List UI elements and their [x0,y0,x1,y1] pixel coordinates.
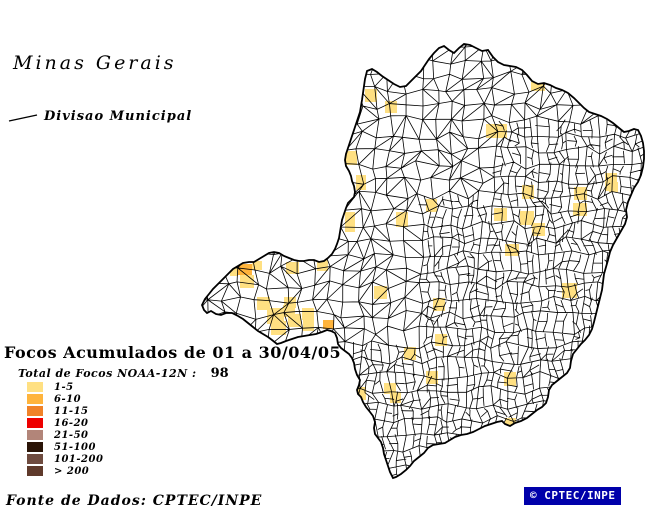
fire-cell [356,175,366,190]
legend-range-label: 11-15 [54,405,89,417]
fire-cell [302,308,314,320]
fire-cell [384,383,396,394]
legend-range-label: > 200 [54,465,90,477]
legend-row: > 200 [27,465,103,477]
legend-swatch [27,394,43,404]
fire-cell [374,286,387,299]
legend-row: 51-100 [27,441,103,453]
legend-range-label: 51-100 [54,441,96,453]
legend-total-count: 98 [210,366,229,381]
fire-cell [230,266,238,276]
fire-cell [303,320,314,331]
fire-cell [522,185,534,199]
legend-range-label: 16-20 [54,417,89,429]
fire-cell [345,151,357,165]
divisao-municipal-label: Divisao Municipal [44,109,193,124]
fire-cell [240,275,254,288]
legend-swatch [27,466,43,476]
legend-range-label: 101-200 [54,453,104,465]
fire-cell [317,260,328,271]
legend-row: 1-5 [27,381,103,393]
fire-cell [252,261,262,270]
fire-cell [271,321,286,335]
fire-cell [390,392,401,403]
legend-title: Total de Focos NOAA-12N : [18,367,197,380]
cptec-inpe-copyright-badge: © CPTEC/INPE [524,487,622,505]
fire-cell [531,82,545,91]
fire-cell [505,418,516,429]
legend-swatch [27,430,43,440]
fire-cell [345,212,355,232]
legend-header: Total de Focos NOAA-12N : 98 [18,366,229,381]
fire-cell [573,203,587,216]
focos-acumulados-title: Focos Acumulados de 01 a 30/04/05 [4,343,342,362]
legend-row: 11-15 [27,405,103,417]
fire-cell [504,372,516,386]
legend-row: 6-10 [27,393,103,405]
fire-cell [426,199,437,212]
legend-swatch [27,382,43,392]
fire-cell [286,262,299,274]
legend: 1-5 6-10 11-15 16-20 21-50 51-100 101-200 > 200 [27,381,103,477]
fire-cell [238,264,252,275]
data-source-label: Fonte de Dados: CPTEC/INPE [6,493,263,509]
page-title: Minas Gerais [13,52,177,74]
fire-cell [433,298,445,311]
legend-range-label: 21-50 [54,429,89,441]
legend-swatch [27,454,43,464]
fire-cell [494,208,507,221]
legend-swatch [27,418,43,428]
legend-row: 21-50 [27,429,103,441]
legend-swatch [27,406,43,416]
legend-range-label: 1-5 [54,381,74,393]
fire-cell [520,211,534,225]
fire-cell [609,182,618,192]
legend-swatch [27,442,43,452]
fire-cell [284,297,296,308]
fire-cell [323,320,334,329]
legend-row: 16-20 [27,417,103,429]
legend-range-label: 6-10 [54,393,82,405]
divisao-line-icon [8,114,38,122]
legend-row: 101-200 [27,453,103,465]
fire-cell [486,124,507,138]
fire-cell [357,387,366,400]
